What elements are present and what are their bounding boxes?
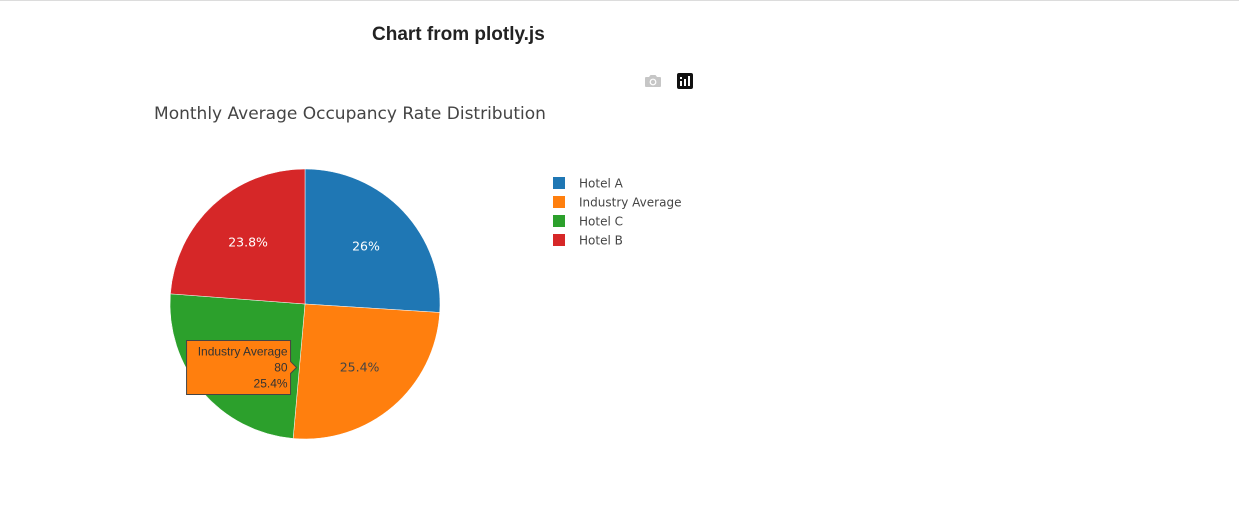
legend-swatch bbox=[553, 177, 565, 189]
plotly-logo-icon bbox=[677, 73, 693, 89]
legend: Hotel A Industry Average Hotel C Hotel B bbox=[553, 177, 681, 248]
legend-item-hotel-a[interactable]: Hotel A bbox=[553, 177, 624, 191]
legend-label: Hotel A bbox=[579, 177, 624, 191]
chart-title: Monthly Average Occupancy Rate Distribut… bbox=[154, 104, 546, 124]
legend-label: Industry Average bbox=[579, 196, 681, 210]
slice-label-industry-average: 25.4% bbox=[340, 359, 380, 374]
tooltip-value: 80 bbox=[274, 360, 288, 374]
tooltip-percent: 25.4% bbox=[254, 376, 288, 390]
page-title: Chart from plotly.js bbox=[372, 24, 545, 45]
slice-label-hotel-a: 26% bbox=[352, 239, 380, 254]
camera-icon bbox=[645, 75, 661, 87]
pie-slice-hotel-b[interactable] bbox=[170, 168, 306, 305]
pie-slice-industry-average[interactable] bbox=[292, 303, 440, 440]
legend-label: Hotel B bbox=[579, 234, 623, 248]
pie-slice-hotel-a[interactable] bbox=[304, 168, 441, 313]
tooltip-label: Industry Average bbox=[198, 344, 288, 358]
download-plot-button[interactable] bbox=[644, 72, 662, 90]
top-divider bbox=[0, 0, 1239, 1]
pie-slices bbox=[169, 168, 441, 440]
legend-item-industry-average[interactable]: Industry Average bbox=[553, 196, 681, 210]
legend-item-hotel-b[interactable]: Hotel B bbox=[553, 234, 623, 248]
legend-item-hotel-c[interactable]: Hotel C bbox=[553, 215, 623, 229]
legend-label: Hotel C bbox=[579, 215, 623, 229]
legend-swatch bbox=[553, 196, 565, 208]
modebar bbox=[644, 72, 694, 90]
legend-swatch bbox=[553, 215, 565, 227]
plotly-logo-button[interactable] bbox=[676, 72, 694, 90]
legend-swatch bbox=[553, 234, 565, 246]
slice-label-hotel-b: 23.8% bbox=[228, 235, 268, 250]
hover-tooltip: Industry Average 80 25.4% bbox=[186, 339, 298, 395]
tooltip-box bbox=[186, 339, 298, 395]
